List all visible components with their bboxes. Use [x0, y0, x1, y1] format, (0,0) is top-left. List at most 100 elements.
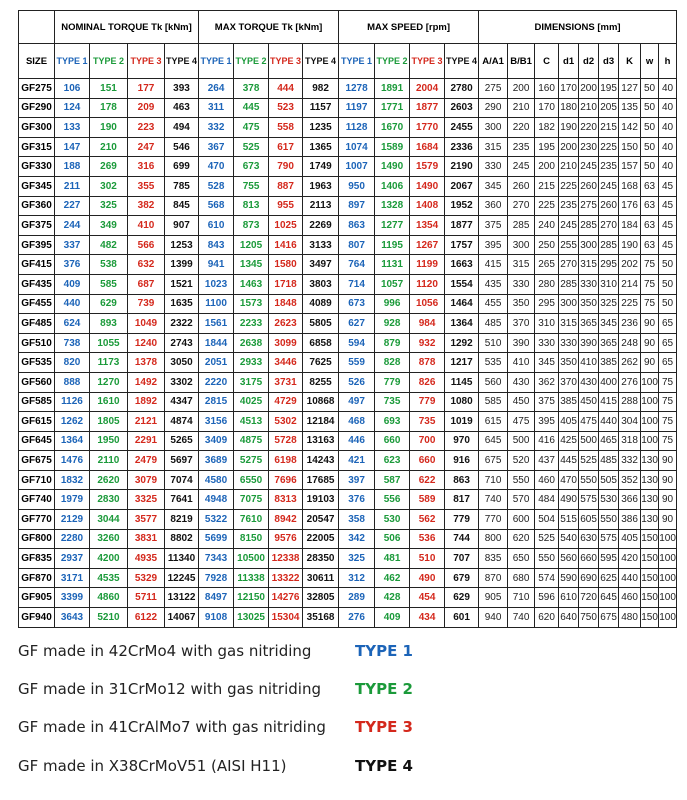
value-cell: 640 [558, 607, 580, 628]
value-cell: 385 [598, 352, 620, 373]
value-cell: 350 [507, 293, 536, 315]
value-cell: 2067 [444, 175, 480, 197]
value-cell: 1131 [374, 254, 411, 275]
value-cell: 375 [478, 215, 509, 236]
type-header: TYPE 2 [233, 43, 270, 79]
value-cell: 225 [618, 293, 642, 315]
value-cell: 100 [640, 411, 660, 432]
value-cell: 2455 [444, 117, 480, 138]
value-cell: 1635 [163, 293, 200, 315]
value-cell: 950 [338, 175, 376, 197]
type-header: TYPE 3 [127, 43, 165, 79]
size-cell: GF315 [18, 136, 55, 158]
value-cell: 300 [507, 234, 536, 256]
value-cell: 687 [127, 273, 165, 295]
value-cell: 550 [507, 469, 536, 491]
value-cell: 440 [598, 411, 620, 432]
value-cell: 362 [534, 371, 560, 393]
value-cell: 150 [640, 528, 660, 550]
value-cell: 225 [558, 175, 580, 197]
value-cell: 106 [54, 78, 90, 99]
value-cell: 240 [534, 215, 560, 236]
value-cell: 450 [507, 391, 536, 413]
value-cell: 3050 [163, 352, 200, 373]
value-cell: 130 [640, 450, 660, 471]
value-cell: 135 [618, 97, 642, 119]
value-cell: 605 [578, 509, 600, 530]
value-cell: 1235 [302, 117, 340, 138]
value-cell: 385 [558, 391, 580, 413]
value-cell: 843 [198, 234, 235, 256]
value-cell: 1757 [444, 234, 480, 256]
type-header: TYPE 2 [374, 43, 411, 79]
value-cell: 304 [618, 411, 642, 432]
value-cell: 940 [478, 607, 509, 628]
value-cell: 1663 [444, 254, 480, 275]
value-cell: 13122 [163, 587, 200, 609]
value-cell: 13163 [302, 430, 340, 452]
value-cell: 494 [163, 117, 200, 138]
value-cell: 269 [89, 156, 128, 177]
value-cell: 740 [507, 607, 536, 628]
value-cell: 1217 [444, 352, 480, 373]
value-cell: 2269 [302, 215, 340, 236]
value-cell: 8497 [198, 587, 235, 609]
table-row: GF835 2937 4200 4935 11340 7343 10500 12338 2835… [18, 548, 678, 569]
value-cell: 318 [618, 430, 642, 452]
value-cell: 6122 [127, 607, 165, 628]
value-cell: 546 [163, 136, 200, 158]
value-cell: 100 [640, 371, 660, 393]
value-cell: 1262 [54, 411, 90, 432]
value-cell: 366 [618, 489, 642, 511]
table-row: GF330 188 269 316 699 470 673 790 1749 1007 1490 15… [18, 156, 678, 177]
value-cell: 7610 [233, 509, 270, 530]
spec-table: NOMINAL TORQUE Tk [kNm] MAX TORQUE Tk [k… [18, 10, 678, 628]
value-cell: 2815 [198, 391, 235, 413]
value-cell: 248 [618, 332, 642, 354]
value-cell: 970 [444, 430, 480, 452]
value-cell: 337 [54, 234, 90, 256]
dimension-header: A/A1 [478, 43, 509, 79]
value-cell: 50 [658, 293, 678, 315]
value-cell: 4948 [198, 489, 235, 511]
value-cell: 14067 [163, 607, 200, 628]
value-cell: 330 [478, 156, 509, 177]
value-cell: 50 [658, 273, 678, 295]
size-cell: GF535 [18, 352, 55, 373]
value-cell: 75 [640, 254, 660, 275]
value-cell: 690 [578, 567, 600, 589]
value-cell: 262 [618, 352, 642, 373]
value-cell: 707 [444, 548, 480, 569]
value-cell: 440 [618, 567, 642, 589]
value-cell: 300 [578, 234, 600, 256]
value-cell: 445 [558, 450, 580, 471]
value-cell: 270 [598, 215, 620, 236]
value-cell: 996 [374, 293, 411, 315]
value-cell: 50 [658, 254, 678, 275]
value-cell: 536 [409, 528, 446, 550]
value-cell: 170 [534, 97, 560, 119]
value-cell: 376 [338, 489, 376, 511]
value-cell: 585 [478, 391, 509, 413]
value-cell: 1950 [89, 430, 128, 452]
value-cell: 735 [374, 391, 411, 413]
size-cell: GF870 [18, 567, 55, 589]
value-cell: 7074 [163, 469, 200, 491]
value-cell: 2623 [268, 313, 304, 334]
value-cell: 535 [478, 352, 509, 373]
value-cell: 617 [268, 136, 304, 158]
value-cell: 8255 [302, 371, 340, 393]
value-cell: 629 [444, 587, 480, 609]
value-cell: 210 [507, 97, 536, 119]
value-cell: 523 [268, 97, 304, 119]
value-cell: 405 [618, 528, 642, 550]
value-cell: 245 [507, 156, 536, 177]
value-cell: 236 [618, 313, 642, 334]
value-cell: 445 [233, 97, 270, 119]
value-cell: 90 [658, 469, 678, 491]
type-header: TYPE 1 [54, 43, 90, 79]
value-cell: 40 [658, 78, 678, 99]
value-cell: 12245 [163, 567, 200, 589]
value-cell: 1007 [338, 156, 376, 177]
value-cell: 275 [478, 78, 509, 99]
